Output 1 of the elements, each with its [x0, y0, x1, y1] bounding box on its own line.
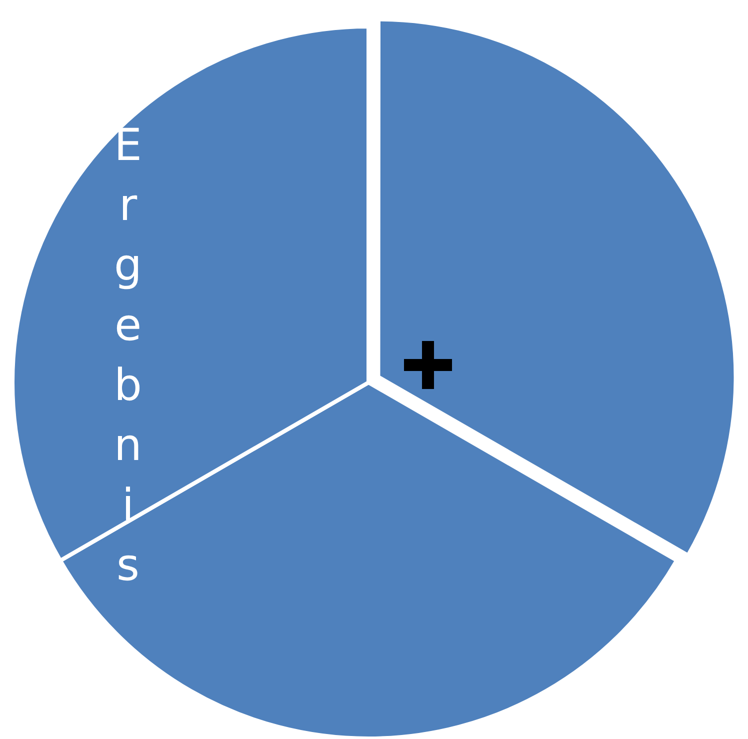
text: Ergebnis [113, 119, 143, 593]
